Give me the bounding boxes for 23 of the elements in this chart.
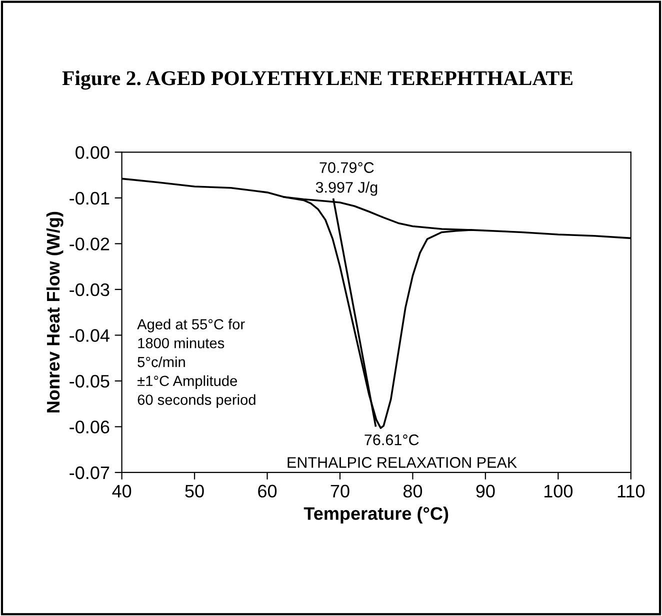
x-tick-label: 100 bbox=[544, 484, 573, 498]
x-axis-title: Temperature (°C) bbox=[304, 506, 448, 524]
x-tick-label: 80 bbox=[403, 484, 422, 498]
x-tick-label: 70 bbox=[330, 484, 350, 498]
x-tick-label: 50 bbox=[185, 484, 204, 498]
y-tick-label: -0.04 bbox=[70, 329, 110, 342]
x-tick-label: 110 bbox=[618, 484, 645, 498]
annotation: Aged at 55°C for 1800 minutes 5°c/min ±1°C Amplitude 60 seconds period bbox=[137, 318, 256, 408]
x-tick-label: 90 bbox=[476, 484, 495, 498]
y-axis-title: Nonrev Heat Flow (W/g) bbox=[46, 212, 64, 412]
y-tick-label: -0.03 bbox=[70, 283, 110, 296]
annotation: 70.79°C 3.997 J/g bbox=[316, 162, 378, 196]
y-tick-label: 0.00 bbox=[76, 146, 110, 159]
x-tick-label: 40 bbox=[112, 484, 132, 498]
annotation: 76.61°C bbox=[364, 434, 419, 446]
annotation: ENTHALPIC RELAXATION PEAK bbox=[288, 457, 517, 468]
y-tick-label: -0.01 bbox=[70, 192, 110, 205]
chart-title: Figure 2. AGED POLYETHYLENE TEREPHTHALATE bbox=[62, 70, 572, 90]
y-tick-label: -0.02 bbox=[70, 238, 110, 250]
y-tick-label: -0.05 bbox=[70, 374, 110, 388]
y-tick-label: -0.06 bbox=[70, 420, 110, 434]
x-tick-label: 60 bbox=[258, 484, 277, 498]
y-tick-label: -0.07 bbox=[70, 466, 110, 480]
